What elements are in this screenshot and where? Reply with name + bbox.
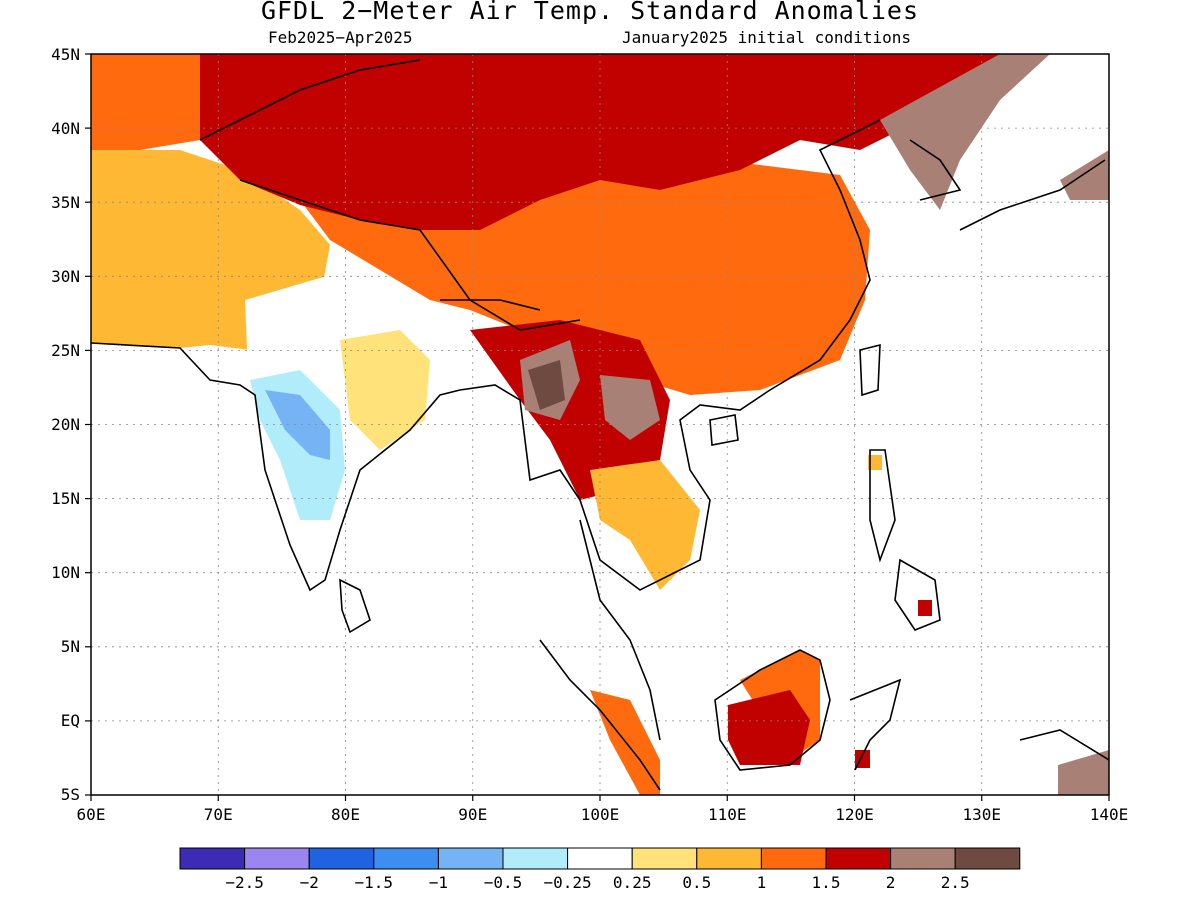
color-bar-label: −2.5 <box>225 873 264 892</box>
color-bar-swatch <box>954 847 1021 870</box>
lat-tick-label: 20N <box>51 415 80 434</box>
lon-tick-label: 120E <box>835 805 874 824</box>
initial-conditions: January2025 initial conditions <box>622 28 911 47</box>
lat-tick-label: 35N <box>51 193 80 212</box>
lon-tick-label: 100E <box>581 805 620 824</box>
color-bar-label: −1 <box>429 873 448 892</box>
color-bar-swatch <box>631 847 698 870</box>
region-north-belt <box>200 54 1000 230</box>
region-laos-brown <box>600 375 660 440</box>
lon-tick-label: 80E <box>331 805 360 824</box>
lat-tick-label: 25N <box>51 341 80 360</box>
lat-tick-label: 45N <box>51 45 80 64</box>
region-borneo-red <box>728 690 810 765</box>
lon-tick-label: 60E <box>77 805 106 824</box>
lat-tick-label: EQ <box>61 711 80 730</box>
color-bar-swatch <box>825 847 892 870</box>
color-bar-label: −0.5 <box>484 873 523 892</box>
color-bar-label: −0.25 <box>544 873 592 892</box>
lon-tick-label: 130E <box>962 805 1001 824</box>
lat-tick-label: 15N <box>51 489 80 508</box>
region-newguinea-brown <box>1058 750 1109 795</box>
color-bar-legend: −2.5 −2 −1.5 −1 −0.5 −0.25 0.25 0.5 1 1.5 2 2.5 <box>179 847 1021 892</box>
lat-tick-label: 5N <box>61 637 80 656</box>
color-bar-swatch <box>373 847 439 870</box>
color-bar-label: −1.5 <box>355 873 394 892</box>
region-mindanao-spot <box>918 600 932 616</box>
lat-tick-label: 40N <box>51 119 80 138</box>
gridlines <box>91 54 1109 795</box>
color-bar-swatch <box>567 847 633 870</box>
color-bar-label: 0.5 <box>682 873 711 892</box>
color-bar-label: −2 <box>300 873 319 892</box>
lon-tick-label: 70E <box>204 805 233 824</box>
color-bar-swatch <box>437 847 504 870</box>
coastlines <box>91 59 1109 791</box>
color-bar-label: 2.5 <box>941 873 970 892</box>
region-luzon-spot <box>868 455 882 470</box>
region-myanmar-darkbrown <box>528 360 565 410</box>
color-bar-swatch <box>308 847 375 870</box>
color-bar-swatch <box>244 847 310 870</box>
color-bar-swatch <box>890 847 956 870</box>
region-indochina-red <box>470 320 670 500</box>
tick-marks <box>85 53 1110 801</box>
lat-tick-label: 30N <box>51 267 80 286</box>
color-bar-label: 0.25 <box>613 873 652 892</box>
region-japan-brown <box>1060 150 1109 200</box>
color-bar-swatch <box>696 847 762 870</box>
lat-tick-label: 10N <box>51 563 80 582</box>
forecast-period: Feb2025−Apr2025 <box>268 28 413 47</box>
region-india-yellow <box>340 330 430 450</box>
region-india-blue <box>265 390 330 460</box>
color-bar-swatch <box>760 847 827 870</box>
color-bar-label: 1 <box>757 873 767 892</box>
lon-tick-label: 140E <box>1090 805 1129 824</box>
color-bar-swatch <box>179 847 246 870</box>
lat-tick-label: 5S <box>61 785 80 804</box>
anomaly-field <box>91 54 1109 795</box>
region-korea-brown <box>880 54 1050 210</box>
color-bar-label: 1.5 <box>812 873 841 892</box>
color-bar-swatch <box>502 847 569 870</box>
lon-tick-label: 90E <box>458 805 487 824</box>
region-thai-orange <box>590 460 700 590</box>
map-title: GFDL 2−Meter Air Temp. Standard Anomalie… <box>260 0 920 25</box>
lon-tick-label: 110E <box>708 805 747 824</box>
region-northwest-orange <box>91 54 200 150</box>
color-bar-label: 2 <box>886 873 896 892</box>
